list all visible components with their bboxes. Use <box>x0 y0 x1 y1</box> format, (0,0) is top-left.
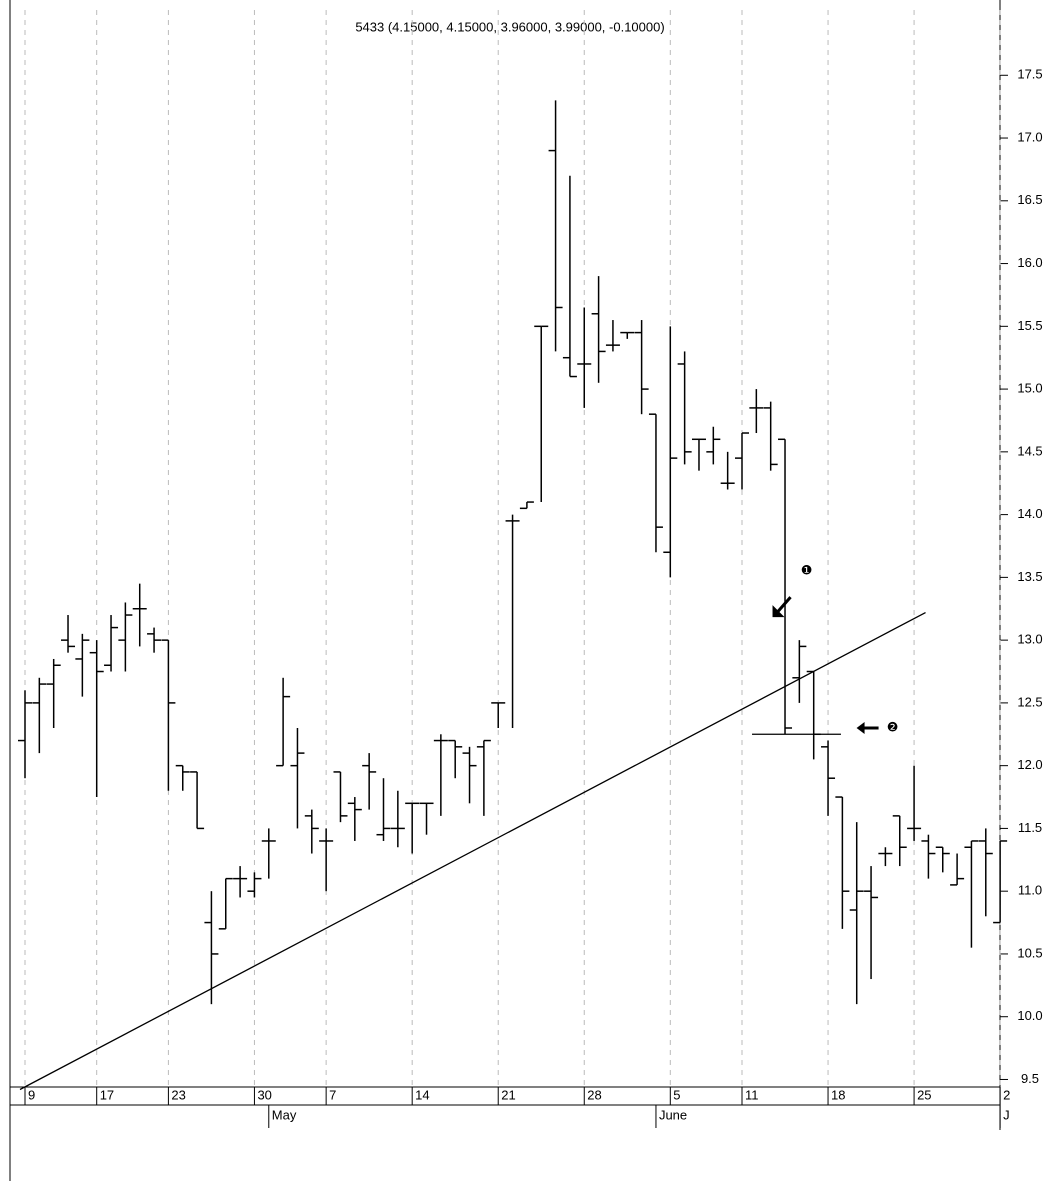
chart-title: 5433 (4.15000, 4.15000, 3.96000, 3.99000… <box>355 19 664 34</box>
y-tick-label: 14.0 <box>1017 506 1042 521</box>
x-tick-label: 28 <box>587 1087 601 1102</box>
y-tick-label: 14.5 <box>1017 443 1042 458</box>
annotation-arrowhead <box>856 722 865 734</box>
x-tick-label: 21 <box>501 1087 515 1102</box>
y-tick-label: 12.0 <box>1017 757 1042 772</box>
y-tick-label: 11.0 <box>1018 883 1042 898</box>
annotation-arrowhead <box>772 605 785 618</box>
y-tick-label: 17.5 <box>1017 67 1042 82</box>
x-tick-label: 14 <box>415 1087 429 1102</box>
annotation-label: ❷ <box>887 721 899 736</box>
y-tick-label: 15.0 <box>1017 381 1042 396</box>
annotation-arrow <box>775 596 792 615</box>
y-tick-label: 13.5 <box>1017 569 1042 584</box>
x-tick-label: 9 <box>28 1087 35 1102</box>
x-tick-label: 5 <box>673 1087 680 1102</box>
x-tick-label: 7 <box>329 1087 336 1102</box>
y-tick-label: 11.5 <box>1018 820 1042 835</box>
y-tick-label: 16.0 <box>1017 255 1042 270</box>
annotation-label: ❶ <box>801 564 813 579</box>
x-tick-label: 18 <box>831 1087 845 1102</box>
trend-line <box>19 611 926 1091</box>
month-label: June <box>659 1107 687 1122</box>
month-label: May <box>272 1107 297 1122</box>
x-tick-label: 23 <box>171 1087 185 1102</box>
y-tick-label: 17.0 <box>1017 129 1042 144</box>
x-tick-label: 25 <box>917 1087 931 1102</box>
y-tick-label: 9.5 <box>1021 1071 1039 1086</box>
x-tick-label: 11 <box>745 1087 759 1102</box>
y-tick-label: 12.5 <box>1017 694 1042 709</box>
month-label: J <box>1003 1107 1010 1122</box>
x-tick-label: 17 <box>100 1087 114 1102</box>
y-tick-label: 15.5 <box>1017 318 1042 333</box>
y-tick-label: 13.0 <box>1017 632 1042 647</box>
x-tick-label: 2 <box>1003 1087 1010 1102</box>
y-tick-label: 10.0 <box>1017 1008 1042 1023</box>
y-tick-label: 10.5 <box>1017 945 1042 960</box>
x-tick-label: 30 <box>257 1087 271 1102</box>
y-tick-label: 16.5 <box>1017 192 1042 207</box>
